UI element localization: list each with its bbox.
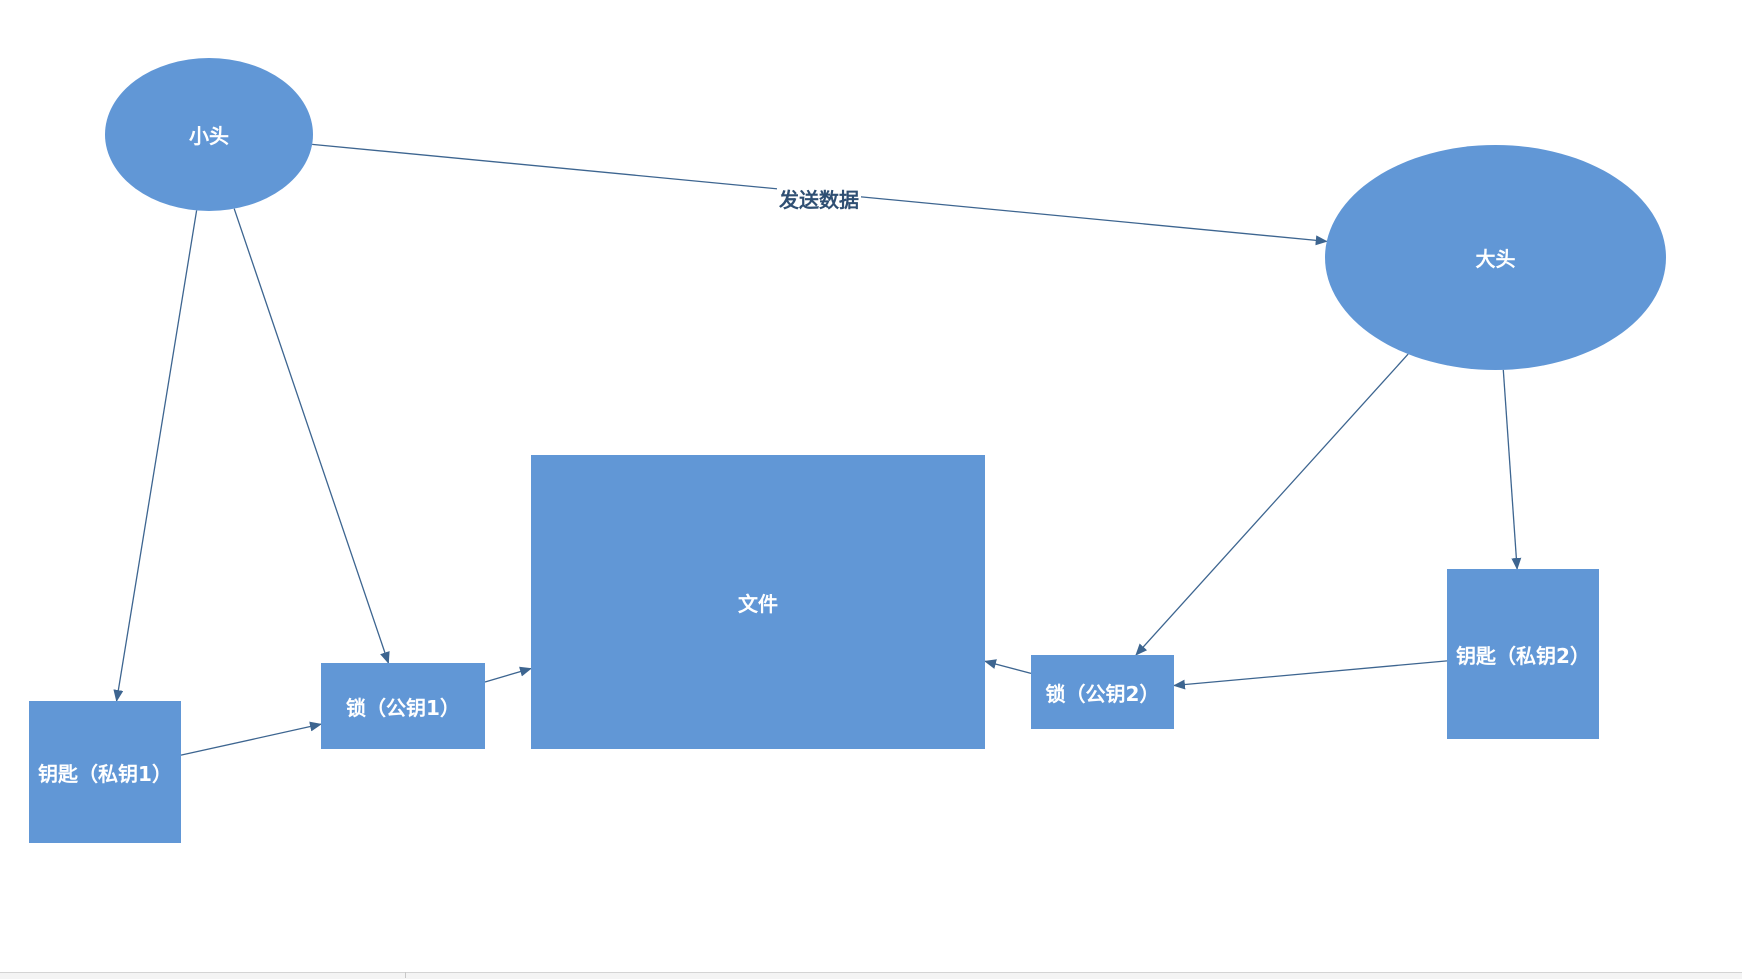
edge-key2-to-lock2 [1173,660,1448,690]
edge-small_head-to-key1 [113,210,198,702]
bottom-bar-divider [405,972,406,978]
public-key-2-lock-node[interactable]: 锁（公钥2） [1031,655,1174,729]
edge-lock2-to-file [984,659,1032,674]
edge-small_head-to-lock1 [233,208,390,664]
send-data-label: 发送数据 [777,184,861,213]
private-key-2-label: 钥匙（私钥2） [1456,643,1590,668]
small-head-label: 小头 [189,124,229,148]
edge-big_head-to-lock2 [1135,353,1409,656]
edge-key1-to-lock1 [180,721,322,756]
public-key-1-lock-node[interactable]: 锁（公钥1） [321,663,485,749]
edge-big_head-to-key2 [1502,369,1522,570]
big-head-label: 大头 [1475,247,1516,271]
private-key-1-node[interactable]: 钥匙（私钥1） [29,701,181,843]
private-key-1-label: 钥匙（私钥1） [38,761,172,786]
file-node[interactable]: 文件 [531,455,985,749]
public-key-1-lock-label: 锁（公钥1） [346,695,460,720]
bottom-scroll-bar [0,972,1742,979]
public-key-2-lock-label: 锁（公钥2） [1045,681,1160,706]
small-head-node[interactable]: 小头 [105,58,313,211]
private-key-2-node[interactable]: 钥匙（私钥2） [1447,569,1599,739]
file-label: 文件 [738,591,778,616]
big-head-node[interactable]: 大头 [1325,145,1666,370]
edge-lock1-to-file [484,666,532,683]
